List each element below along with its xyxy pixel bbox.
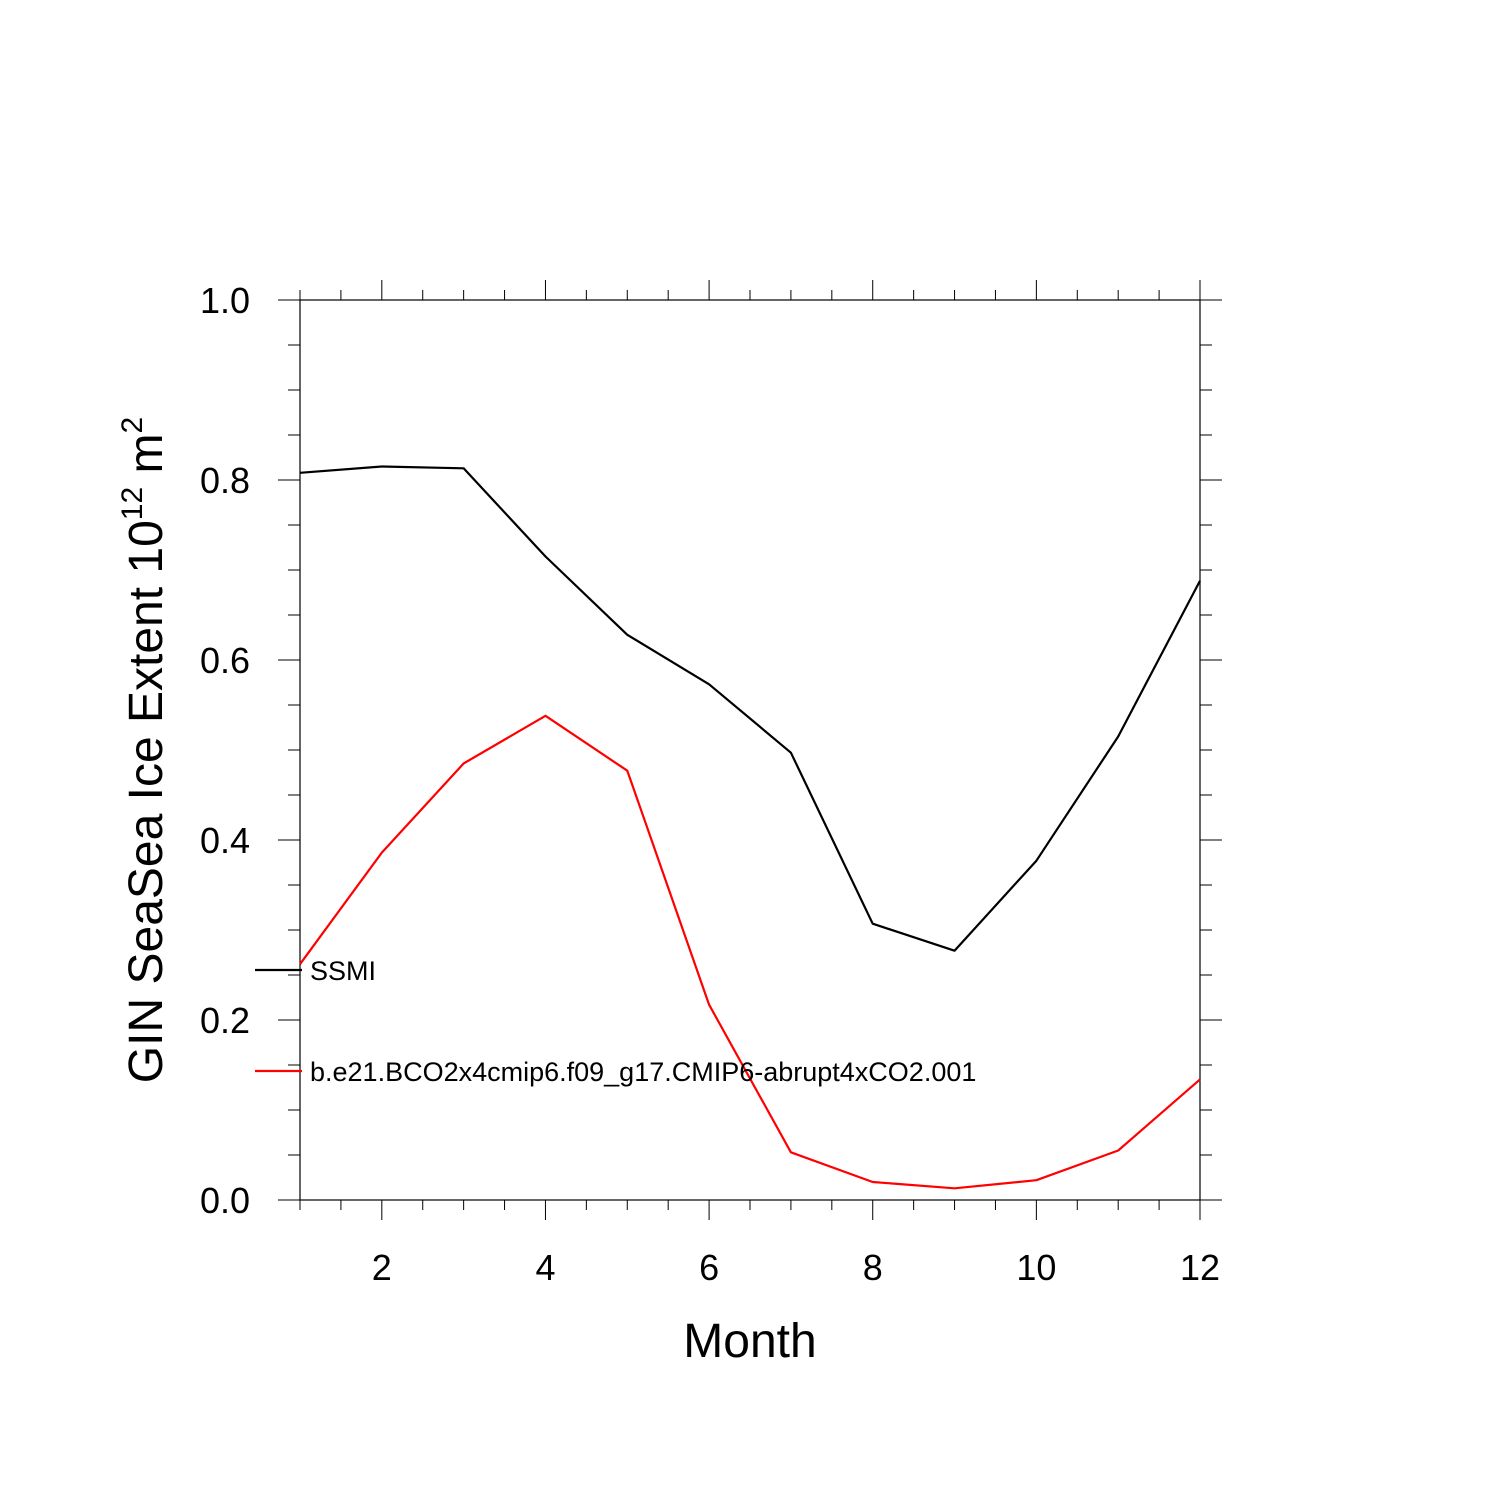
legend-label-1: SSMI xyxy=(310,956,376,986)
y-axis-label-unit: m xyxy=(120,433,173,486)
y-axis-label-unit-exponent: 2 xyxy=(116,417,149,434)
y-tick-label: 0.8 xyxy=(200,460,250,501)
y-tick-label: 0.4 xyxy=(200,820,250,861)
y-tick-label: 1.0 xyxy=(200,280,250,321)
series-line-2 xyxy=(299,714,1201,1190)
tick-labels: 2 4 6 8 10 12 0.0 0.2 0.4 0.6 0.8 1.0 xyxy=(200,280,1220,1288)
x-axis-label: Month xyxy=(683,1315,816,1368)
series-lines xyxy=(299,465,1201,1190)
legend-label-2: b.e21.BCO2x4cmip6.f09_g17.CMIP6-abrupt4x… xyxy=(310,1057,976,1087)
y-tick-label: 0.6 xyxy=(200,640,250,681)
y-axis-label: GIN SeaSea Ice Extent 1012 m2 xyxy=(116,417,173,1083)
y-tick-label: 0.0 xyxy=(200,1180,250,1221)
y-axis-label-prefix: GIN SeaSea Ice Extent 10 xyxy=(120,520,173,1083)
x-tick-label: 12 xyxy=(1180,1247,1220,1288)
y-tick-label: 0.2 xyxy=(200,1000,250,1041)
y-axis-label-exponent: 12 xyxy=(116,487,149,520)
x-tick-label: 4 xyxy=(535,1247,555,1288)
legend: SSMI b.e21.BCO2x4cmip6.f09_g17.CMIP6-abru… xyxy=(255,956,976,1087)
axis-ticks xyxy=(278,280,1222,1220)
x-tick-label: 6 xyxy=(699,1247,719,1288)
series-line-1 xyxy=(299,465,1201,952)
x-tick-label: 8 xyxy=(863,1247,883,1288)
x-tick-label: 10 xyxy=(1016,1247,1056,1288)
x-tick-label: 2 xyxy=(372,1247,392,1288)
